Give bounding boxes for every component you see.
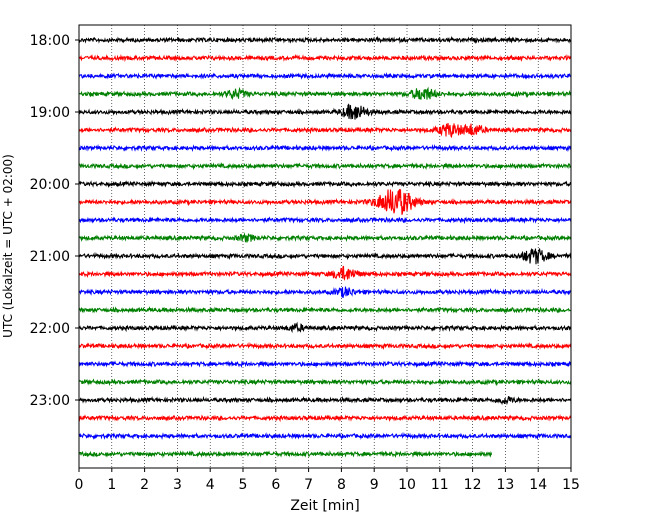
x-tick-label: 6 [271, 477, 280, 493]
x-grid [111, 25, 539, 468]
seismogram-trace [78, 232, 572, 243]
seismogram-trace [78, 122, 572, 139]
seismogram-trace [78, 450, 493, 459]
x-tick-label: 0 [75, 477, 84, 493]
x-tick-label: 7 [304, 477, 313, 493]
x-tick-label: 11 [431, 477, 449, 493]
y-tick-label: 19:00 [30, 105, 70, 121]
seismogram-trace [78, 395, 572, 406]
seismogram-trace [78, 35, 572, 44]
seismogram-trace [78, 265, 572, 281]
y-tick-label: 23:00 [30, 393, 70, 409]
x-tick-label: 13 [496, 477, 514, 493]
x-tick-label: 9 [370, 477, 379, 493]
seismogram-trace [78, 180, 572, 189]
x-tick-label: 14 [529, 477, 547, 493]
x-tick-label: 8 [337, 477, 346, 493]
y-tick-label: 20:00 [30, 177, 70, 193]
y-axis-label: UTC (Lokalzeit = UTC + 02:00) [1, 154, 15, 338]
y-tick-label: 21:00 [30, 249, 70, 265]
x-tick-label: 5 [239, 477, 248, 493]
seismogram-trace [78, 162, 572, 171]
x-tick-label: 1 [107, 477, 116, 493]
seismogram-trace [78, 341, 572, 351]
seismogram-trace [78, 360, 572, 369]
seismogram-trace [78, 216, 572, 225]
seismogram-trace [78, 286, 572, 299]
seismogram-trace [78, 413, 572, 423]
plot-background [79, 25, 571, 468]
x-axis: 0 1 2 3 4 5 6 7 8 9 10 11 12 13 14 15 [75, 468, 580, 493]
x-tick-label: 10 [398, 477, 416, 493]
x-tick-label: 2 [140, 477, 149, 493]
x-tick-label: 3 [173, 477, 182, 493]
seismogram-trace [78, 103, 572, 120]
seismogram-trace [78, 247, 572, 265]
y-tick-label: 18:00 [30, 33, 70, 49]
seismogram-trace [78, 321, 572, 334]
seismogram-trace [78, 72, 572, 81]
plot-frame [78, 24, 572, 469]
seismogram-trace [78, 306, 572, 314]
x-axis-label: Zeit [min] [290, 498, 359, 514]
seismogram-trace [79, 86, 572, 101]
seismogram-trace [78, 378, 572, 387]
y-axis: 18:00 19:00 20:00 21:00 22:00 23:00 [30, 33, 79, 409]
traces [78, 35, 572, 459]
seismogram-trace [78, 431, 572, 441]
x-tick-label: 4 [206, 477, 215, 493]
seismogram-trace [78, 143, 572, 153]
x-tick-label: 12 [464, 477, 482, 493]
x-tick-label: 15 [562, 477, 580, 493]
y-tick-label: 22:00 [30, 321, 70, 337]
seismogram-trace [78, 189, 572, 215]
seismogram-trace [78, 53, 572, 63]
